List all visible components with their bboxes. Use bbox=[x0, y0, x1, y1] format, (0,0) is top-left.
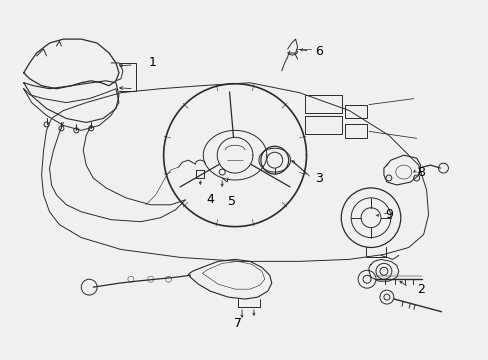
Text: 9: 9 bbox=[384, 208, 392, 221]
Bar bbox=[345, 125, 366, 138]
Bar bbox=[304, 95, 342, 113]
Text: 7: 7 bbox=[234, 318, 242, 330]
Text: 3: 3 bbox=[315, 171, 323, 185]
Text: 8: 8 bbox=[416, 166, 424, 179]
Bar bbox=[345, 105, 366, 118]
Text: 2: 2 bbox=[416, 283, 424, 296]
Text: 4: 4 bbox=[206, 193, 214, 206]
Text: 1: 1 bbox=[148, 57, 156, 69]
Text: 6: 6 bbox=[315, 45, 323, 58]
Text: 5: 5 bbox=[227, 195, 236, 208]
Bar bbox=[304, 117, 342, 134]
